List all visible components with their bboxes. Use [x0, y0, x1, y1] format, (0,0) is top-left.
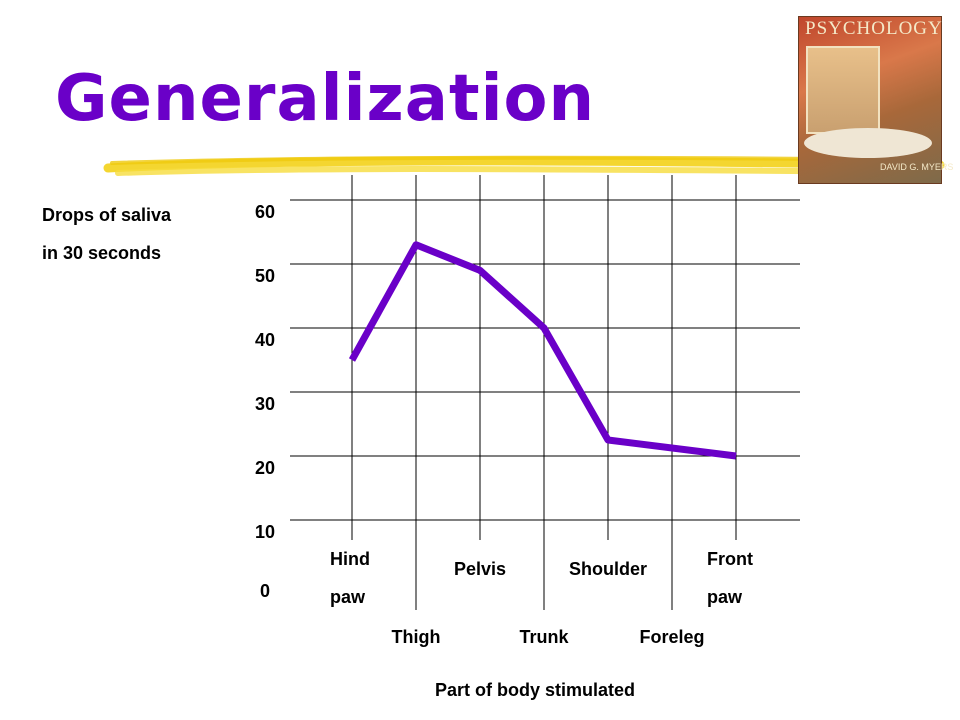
x-tick-label: Trunk	[519, 627, 569, 647]
y-tick-label: 40	[255, 330, 275, 350]
series-line	[348, 241, 737, 460]
x-tick-label: Foreleg	[639, 627, 704, 647]
slide-title: Generalization	[55, 62, 596, 136]
book-cover-title: PSYCHOLOGY	[805, 18, 943, 39]
y-tick-label: 50	[255, 266, 275, 286]
y-axis-label: Drops of saliva in 30 seconds	[42, 205, 172, 263]
y-tick-label: 60	[255, 202, 275, 222]
book-cover-window	[806, 46, 880, 134]
y-tick-label: 0	[260, 581, 270, 601]
x-tick-label: Pelvis	[454, 559, 506, 579]
x-tick-label: Front paw	[707, 549, 753, 607]
book-cover-table	[804, 128, 932, 158]
x-tick-label: Hind paw	[330, 549, 370, 607]
x-axis-label: Part of body stimulated	[434, 680, 636, 700]
y-tick-label: 20	[255, 458, 275, 478]
x-tick-label: Thigh	[392, 627, 441, 647]
x-tick-label: Shoulder	[569, 559, 647, 579]
y-tick-label: 10	[255, 522, 275, 542]
book-cover-author: DAVID G. MYERS	[880, 162, 954, 172]
y-tick-label: 30	[255, 394, 275, 414]
